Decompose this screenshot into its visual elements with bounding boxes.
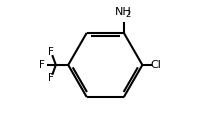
Text: NH: NH — [115, 7, 132, 17]
Text: F: F — [48, 47, 54, 57]
Text: 2: 2 — [125, 10, 131, 19]
Text: F: F — [39, 60, 45, 70]
Text: Cl: Cl — [151, 60, 162, 70]
Text: F: F — [48, 73, 54, 83]
